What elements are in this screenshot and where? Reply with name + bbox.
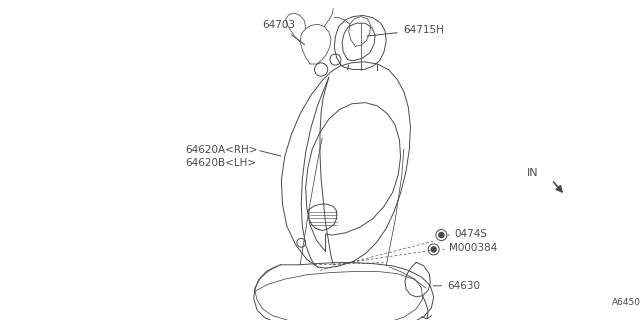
Text: 64630: 64630 [433, 281, 480, 291]
Text: 0474S: 0474S [448, 229, 488, 239]
Text: 64620B<LH>: 64620B<LH> [186, 158, 257, 168]
Text: 64703: 64703 [262, 20, 305, 45]
Circle shape [431, 247, 436, 252]
Text: M000384: M000384 [443, 243, 497, 253]
Circle shape [438, 232, 444, 238]
Text: 64620A<RH>: 64620A<RH> [186, 145, 258, 155]
Text: A645001124: A645001124 [612, 298, 640, 307]
Text: 64715H: 64715H [367, 25, 444, 36]
Text: IN: IN [527, 168, 538, 178]
